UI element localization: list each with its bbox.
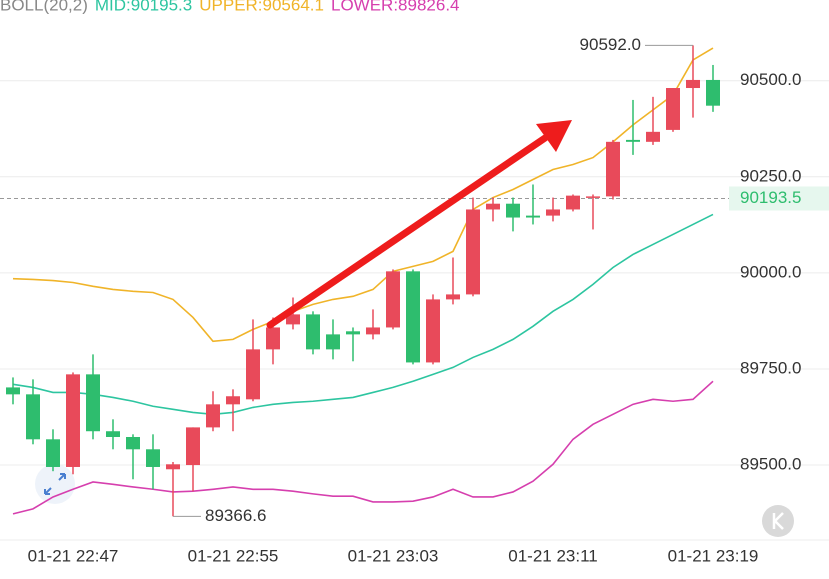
candle-body xyxy=(26,394,40,440)
candle-body xyxy=(626,139,640,142)
y-tick-label: 90000.0 xyxy=(740,262,801,281)
candle-body xyxy=(166,464,180,470)
candle-body xyxy=(46,439,60,467)
x-tick-label: 01-21 22:55 xyxy=(188,546,279,565)
candle-body xyxy=(306,314,320,350)
boll-line xyxy=(12,380,714,515)
boll-line xyxy=(12,47,714,343)
candle-body xyxy=(206,404,220,428)
candle-body xyxy=(666,88,680,130)
x-tick-label: 01-21 23:03 xyxy=(348,546,439,565)
x-tick-label: 01-21 22:47 xyxy=(28,546,119,565)
candle-body xyxy=(526,215,540,218)
candle-body xyxy=(266,327,280,350)
candle-body xyxy=(326,334,340,350)
min-label: 89366.6 xyxy=(205,506,266,525)
candle-body xyxy=(86,374,100,432)
candle-body xyxy=(126,436,140,450)
trend-arrow-head xyxy=(536,120,572,152)
candle-body xyxy=(606,141,620,197)
candle-body xyxy=(366,327,380,335)
last-price-label: 90193.5 xyxy=(740,188,801,207)
candle-body xyxy=(486,203,500,210)
candle-body xyxy=(706,79,720,106)
y-tick-label: 90250.0 xyxy=(740,166,801,185)
candle-body xyxy=(406,271,420,363)
candle-body xyxy=(246,349,260,400)
candle-body xyxy=(226,396,240,405)
indicator-label: BOLL(20,2) xyxy=(0,0,88,14)
candle-body xyxy=(646,131,660,142)
candle-body xyxy=(106,431,120,437)
trend-arrow xyxy=(266,134,549,329)
boll-line xyxy=(12,213,714,416)
y-tick-label: 90500.0 xyxy=(740,70,801,89)
expand-button[interactable] xyxy=(35,464,75,504)
candle-body xyxy=(566,195,580,210)
candle-body xyxy=(586,196,600,198)
indicator-label: MID:90195.3 xyxy=(95,0,192,14)
candle-body xyxy=(506,203,520,218)
x-tick-label: 01-21 23:19 xyxy=(668,546,759,565)
candle-body xyxy=(446,294,460,300)
candle-body xyxy=(686,79,700,89)
y-tick-label: 89750.0 xyxy=(740,358,801,377)
candle-body xyxy=(426,299,440,363)
candle-body xyxy=(346,331,360,335)
max-label: 90592.0 xyxy=(580,35,641,54)
candle-body xyxy=(286,314,300,325)
candle-body xyxy=(66,374,80,467)
indicator-label: LOWER:89826.4 xyxy=(331,0,460,14)
y-tick-label: 89500.0 xyxy=(740,455,801,474)
candle-body xyxy=(466,209,480,295)
indicator-label: UPPER:90564.1 xyxy=(199,0,324,14)
k-button[interactable] xyxy=(762,505,794,537)
candle-body xyxy=(546,209,560,216)
last-price-box xyxy=(729,186,829,211)
candle-body xyxy=(186,427,200,466)
candle-body xyxy=(386,271,400,328)
candle-body xyxy=(146,449,160,467)
x-tick-label: 01-21 23:11 xyxy=(508,546,597,565)
candle-body xyxy=(6,387,20,395)
